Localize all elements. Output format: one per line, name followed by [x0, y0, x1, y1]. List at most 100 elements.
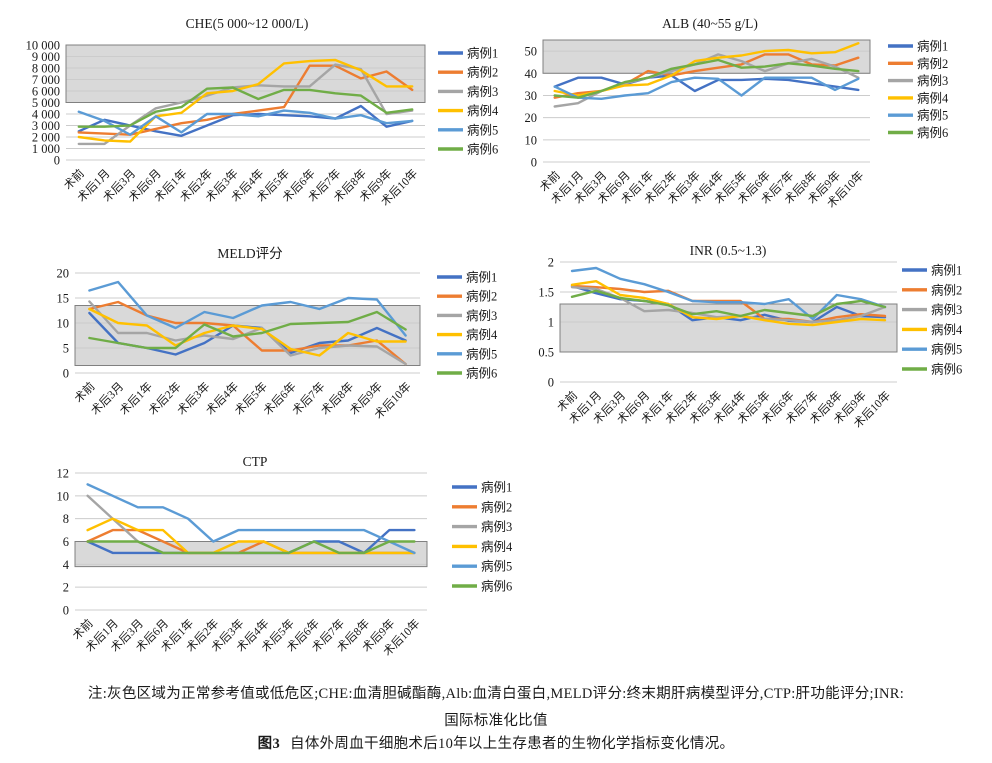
meld-series-5-line — [88, 280, 407, 337]
alb-legend-item-1: 病例1 — [888, 39, 948, 54]
figure-caption: 图3 自体外周血干细胞术后10年以上生存患者的生物化学指标变化情况。 — [0, 732, 992, 753]
alb-normal-range-band — [543, 40, 870, 74]
alb-series-1-line — [553, 74, 860, 93]
meld-legend-item-1: 病例1 — [437, 270, 497, 285]
ctp-legend-item-6: 病例6 — [452, 579, 512, 594]
che-legend-label-3: 病例3 — [467, 84, 498, 99]
alb-legend-item-2: 病例2 — [888, 56, 948, 71]
che-y-tick-label: 6 000 — [32, 85, 60, 99]
inr-normal-range-band — [560, 304, 897, 352]
figure-caption-label: 图3 — [257, 736, 281, 752]
ctp-y-tick-label: 4 — [63, 558, 70, 572]
meld-legend-item-3: 病例3 — [437, 308, 497, 323]
meld-normal-range-band-border — [74, 305, 421, 366]
alb-legend-item-4: 病例4 — [888, 90, 949, 105]
inr-legend-label-6: 病例6 — [931, 362, 962, 377]
che-series-1-line — [77, 104, 414, 138]
alb-legend-label-6: 病例6 — [917, 125, 948, 140]
alb-legend-item-5: 病例5 — [888, 108, 948, 123]
inr-y-tick-label: 1.5 — [538, 286, 554, 300]
che-legend-item-3: 病例3 — [438, 84, 498, 99]
ctp-y-tick-label: 8 — [63, 512, 69, 526]
meld-legend-item-5: 病例5 — [437, 346, 497, 361]
meld-x-tick-label: 术前 — [71, 379, 97, 405]
alb-y-tick-label: 40 — [525, 67, 538, 81]
ctp-y-tick-label: 2 — [63, 581, 69, 595]
alb-legend-label-3: 病例3 — [917, 73, 948, 88]
inr-normal-range-band-border — [559, 303, 898, 353]
inr-legend-label-5: 病例5 — [931, 342, 962, 357]
alb-title: ALB (40~55 g/L) — [662, 16, 758, 31]
alb-legend-item-3: 病例3 — [888, 73, 948, 88]
inr-legend-label-3: 病例3 — [931, 302, 962, 317]
alb-legend-label-5: 病例5 — [917, 108, 948, 123]
ctp-legend-label-6: 病例6 — [481, 579, 512, 594]
che-legend-label-1: 病例1 — [467, 46, 498, 61]
meld-legend-item-6: 病例6 — [437, 366, 497, 381]
che-series-4-line — [77, 58, 414, 143]
meld-title: MELD评分 — [217, 246, 282, 261]
inr-legend-item-2: 病例2 — [902, 282, 962, 297]
inr-y-tick-label: 2 — [548, 256, 554, 270]
inr-series-5-line — [570, 266, 887, 321]
che-series-2-line — [77, 64, 414, 136]
figure-caption-text: 自体外周血干细胞术后10年以上生存患者的生物化学指标变化情况。 — [290, 736, 735, 752]
chart-ctp: 024681012术前术后1月术后3月术后6月术后1年术后2年术后3年术后4年术… — [57, 454, 514, 659]
che-y-tick-label: 1 000 — [32, 142, 60, 156]
ctp-legend-item-3: 病例3 — [452, 519, 512, 534]
che-series-5-line — [77, 109, 414, 136]
inr-legend-item-1: 病例1 — [902, 263, 962, 278]
inr-title: INR (0.5~1.3) — [690, 243, 767, 258]
che-legend-label-2: 病例2 — [467, 65, 498, 80]
inr-series-6-line — [570, 289, 887, 318]
che-normal-range-band-border — [65, 44, 426, 103]
alb-y-tick-label: 50 — [525, 45, 538, 59]
ctp-legend-item-5: 病例5 — [452, 559, 512, 574]
alb-legend-label-4: 病例4 — [917, 90, 949, 105]
meld-y-tick-label: 20 — [57, 267, 70, 281]
che-legend-item-2: 病例2 — [438, 65, 498, 80]
meld-legend-label-2: 病例2 — [466, 289, 497, 304]
chart-inr: 00.511.52术前术后1月术后3月术后6月术后1年术后2年术后3年术后4年术… — [538, 243, 963, 431]
alb-legend-label-1: 病例1 — [917, 39, 948, 54]
figure-note-line1: 注:灰色区域为正常参考值或低危区;CHE:血清胆碱酯酶,Alb:血清白蛋白,ME… — [87, 686, 905, 702]
alb-y-tick-label: 20 — [525, 111, 538, 125]
inr-legend-label-1: 病例1 — [931, 263, 962, 278]
alb-legend-item-6: 病例6 — [888, 125, 948, 140]
ctp-y-tick-label: 0 — [63, 604, 69, 618]
meld-y-tick-label: 5 — [63, 342, 69, 356]
alb-y-tick-label: 0 — [531, 156, 537, 170]
che-legend-item-1: 病例1 — [438, 46, 498, 61]
che-y-tick-label: 7 000 — [32, 73, 60, 87]
meld-legend-label-5: 病例5 — [466, 346, 497, 361]
ctp-y-tick-label: 6 — [63, 535, 69, 549]
che-y-tick-label: 8 000 — [32, 62, 60, 76]
inr-legend-item-3: 病例3 — [902, 302, 962, 317]
meld-legend-label-4: 病例4 — [466, 327, 498, 342]
ctp-legend-item-2: 病例2 — [452, 499, 512, 514]
ctp-legend-item-1: 病例1 — [452, 480, 512, 495]
che-y-tick-label: 4 000 — [32, 108, 60, 122]
meld-legend-label-1: 病例1 — [466, 270, 497, 285]
chart-alb: 01020304050术前术后1月术后3月术后6月术后1年术后2年术后3年术后4… — [525, 16, 950, 211]
meld-legend-item-4: 病例4 — [437, 327, 498, 342]
meld-series-4-line — [88, 307, 407, 357]
alb-series-6-line — [553, 58, 860, 99]
che-legend-item-5: 病例5 — [438, 122, 498, 137]
che-y-tick-label: 9 000 — [32, 50, 60, 64]
ctp-legend-label-4: 病例4 — [481, 539, 513, 554]
meld-legend-item-2: 病例2 — [437, 289, 497, 304]
meld-series-3-line — [88, 300, 407, 366]
ctp-legend-label-1: 病例1 — [481, 480, 512, 495]
che-series-6-line — [77, 86, 414, 128]
inr-legend-label-4: 病例4 — [931, 322, 963, 337]
alb-normal-range-band-border — [542, 39, 871, 74]
chart-meld: 05101520术前术后3月术后1年术后2年术后3年术后4年术后5年术后6年术后… — [57, 246, 499, 422]
che-legend-item-4: 病例4 — [438, 103, 499, 118]
che-y-tick-label: 0 — [54, 154, 60, 168]
alb-y-tick-label: 30 — [525, 89, 538, 103]
inr-y-tick-label: 1 — [548, 316, 554, 330]
alb-series-5-line — [553, 76, 860, 101]
